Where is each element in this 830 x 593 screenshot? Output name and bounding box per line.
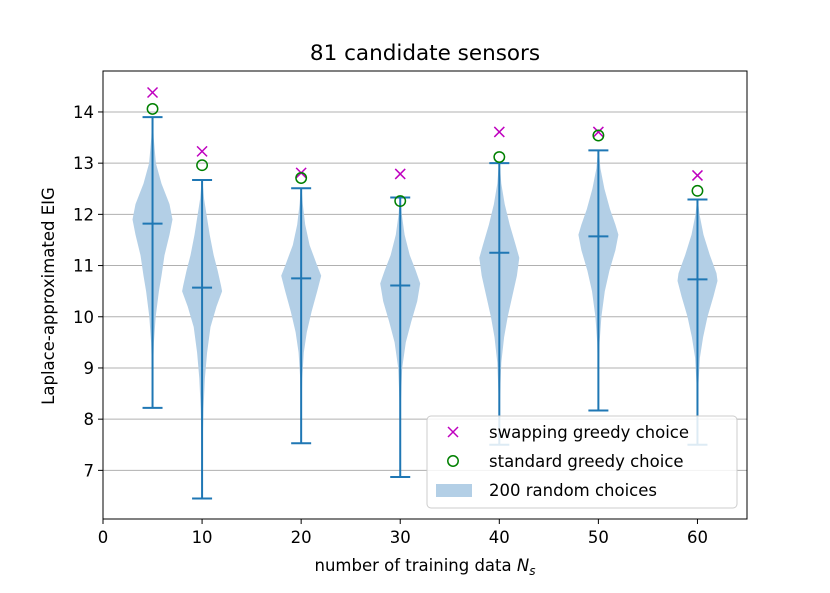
y-tick-label: 13 (73, 154, 94, 173)
x-axis-label-symbol: N (517, 556, 529, 575)
swap-greedy-marker (394, 168, 406, 180)
standard-greedy-marker (691, 184, 704, 197)
legend-standard-marker (447, 455, 459, 467)
standard-greedy-marker (146, 102, 159, 115)
standard-greedy-marker (394, 195, 407, 207)
swap-marker-stroke (196, 145, 208, 157)
swap-marker-stroke (394, 168, 406, 180)
y-tick-label: 12 (73, 205, 94, 224)
swap-marker-stroke (691, 169, 703, 181)
x-tick-label: 20 (291, 528, 312, 547)
swap-marker-stroke (493, 126, 505, 138)
x-tick-label: 50 (588, 528, 609, 547)
legend-random-label: 200 random choices (489, 481, 657, 500)
standard-greedy-marker (196, 159, 209, 172)
y-tick-label: 7 (84, 461, 95, 480)
violin-layer (132, 116, 718, 500)
standard-greedy-marker (493, 151, 506, 163)
y-axis-label: Laplace-approximated EIG (39, 187, 58, 405)
swap-greedy-marker (493, 126, 505, 138)
legend: swapping greedy choice standard greedy c… (426, 415, 738, 509)
x-tick-label: 40 (489, 528, 510, 547)
y-tick-label: 10 (73, 308, 94, 327)
legend-swap-marker (447, 426, 459, 438)
x-tick-label: 30 (390, 528, 411, 547)
swap-marker-stroke (592, 126, 604, 138)
legend-swap-label: swapping greedy choice (489, 423, 689, 442)
axes-frame (102, 70, 748, 520)
standard-greedy-marker (592, 129, 605, 142)
swap-greedy-marker (592, 126, 604, 138)
x-axis-label-subscript: s (529, 564, 535, 578)
x-tick-label: 60 (687, 528, 708, 547)
tick-layer: 7 8 9 10 11 12 13 14 0 10 20 30 40 50 60 (73, 103, 708, 547)
swap-greedy-marker (147, 86, 159, 99)
chart-title: 81 candidate sensors (310, 41, 540, 66)
legend-random-patch (436, 484, 472, 497)
x-axis-label: number of training data Ns (315, 556, 536, 578)
standard-greedy-marker (295, 172, 308, 184)
y-tick-label: 14 (73, 103, 94, 122)
x-tick-label: 0 (98, 528, 109, 547)
y-tick-label: 8 (84, 410, 95, 429)
swap-greedy-marker (691, 169, 703, 181)
swap-greedy-marker (196, 145, 208, 157)
x-tick-label: 10 (192, 528, 213, 547)
legend-box (426, 415, 738, 509)
swap-marker-stroke (147, 86, 159, 99)
marker-layer (146, 86, 704, 207)
legend-standard-label: standard greedy choice (489, 452, 684, 471)
y-tick-label: 9 (84, 359, 95, 378)
y-tick-label: 11 (73, 257, 94, 276)
